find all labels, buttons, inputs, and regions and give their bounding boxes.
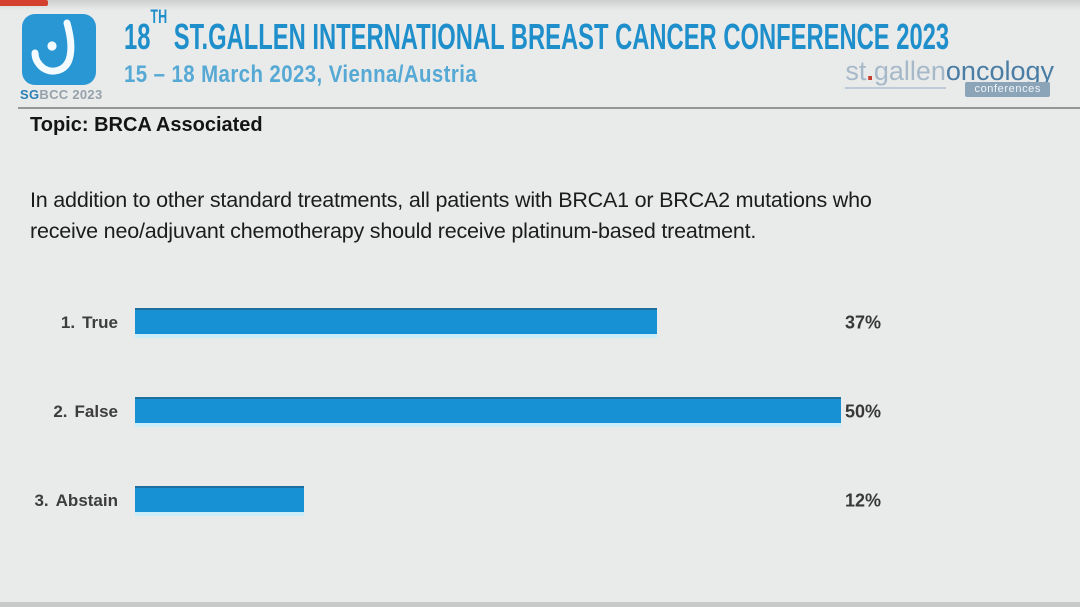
logo-caption-rest: BCC 2023 [39, 87, 103, 102]
poll-bar-row: 2. False 50% [0, 397, 1080, 427]
result-percentage: 37% [845, 312, 882, 333]
result-percentage: 12% [845, 490, 882, 511]
answer-label: 2. False [0, 402, 118, 422]
stgallen-oncology-logo: st.gallenoncology [845, 56, 1054, 89]
answer-number: 1. [60, 313, 76, 332]
breast-logo-icon [22, 14, 96, 85]
conference-title: 18TH ST.GALLEN INTERNATIONAL BREAST CANC… [124, 7, 950, 58]
video-bottom-edge [0, 602, 1080, 607]
topic-heading: Topic: BRCA Associated [30, 114, 263, 136]
video-top-edge [0, 0, 1080, 10]
question-line-2: receive neo/adjuvant chemotherapy should… [30, 219, 757, 243]
result-bar [135, 308, 658, 338]
result-bar [135, 486, 305, 516]
brand-red-dot: . [866, 56, 874, 86]
poll-bar-row: 3. Abstain 12% [0, 486, 1080, 516]
brand-stgallen: st.gallen [845, 56, 946, 89]
sgbcc-logo [22, 14, 96, 85]
result-bar [135, 397, 841, 427]
brand-conferences-badge: conferences [965, 82, 1050, 97]
conference-titles: 18TH ST.GALLEN INTERNATIONAL BREAST CANC… [124, 7, 1080, 88]
brand-oncology: oncology [945, 56, 1054, 86]
answer-text: Abstain [55, 491, 118, 510]
logo-caption-sg: SG [20, 87, 40, 102]
result-percentage: 50% [845, 401, 882, 422]
title-ordinal: TH [150, 7, 168, 28]
logo-caption: SGBCC 2023 [20, 87, 103, 102]
answer-label: 3. Abstain [0, 491, 118, 511]
video-progress-bar[interactable] [0, 0, 48, 6]
poll-chart: 1. True 37% 2. False 50% 3. Abstain 12% [0, 308, 1080, 575]
answer-number: 2. [53, 402, 68, 421]
bar-track [135, 308, 841, 338]
bar-track [135, 486, 841, 516]
answer-label: 1. True [0, 313, 118, 333]
answer-text: False [74, 402, 118, 421]
conference-subtitle: 15 – 18 March 2023, Vienna/Austria [124, 61, 478, 88]
title-rest: ST.GALLEN INTERNATIONAL BREAST CANCER CO… [167, 16, 950, 57]
answer-text: True [82, 313, 118, 332]
answer-number: 3. [34, 491, 49, 510]
question-line-1: In addition to other standard treatments… [30, 188, 872, 212]
poll-bar-row: 1. True 37% [0, 308, 1080, 338]
title-number: 18 [124, 16, 151, 57]
bar-track [135, 397, 841, 427]
header-divider [18, 107, 1080, 109]
question-text: In addition to other standard treatments… [30, 185, 872, 247]
